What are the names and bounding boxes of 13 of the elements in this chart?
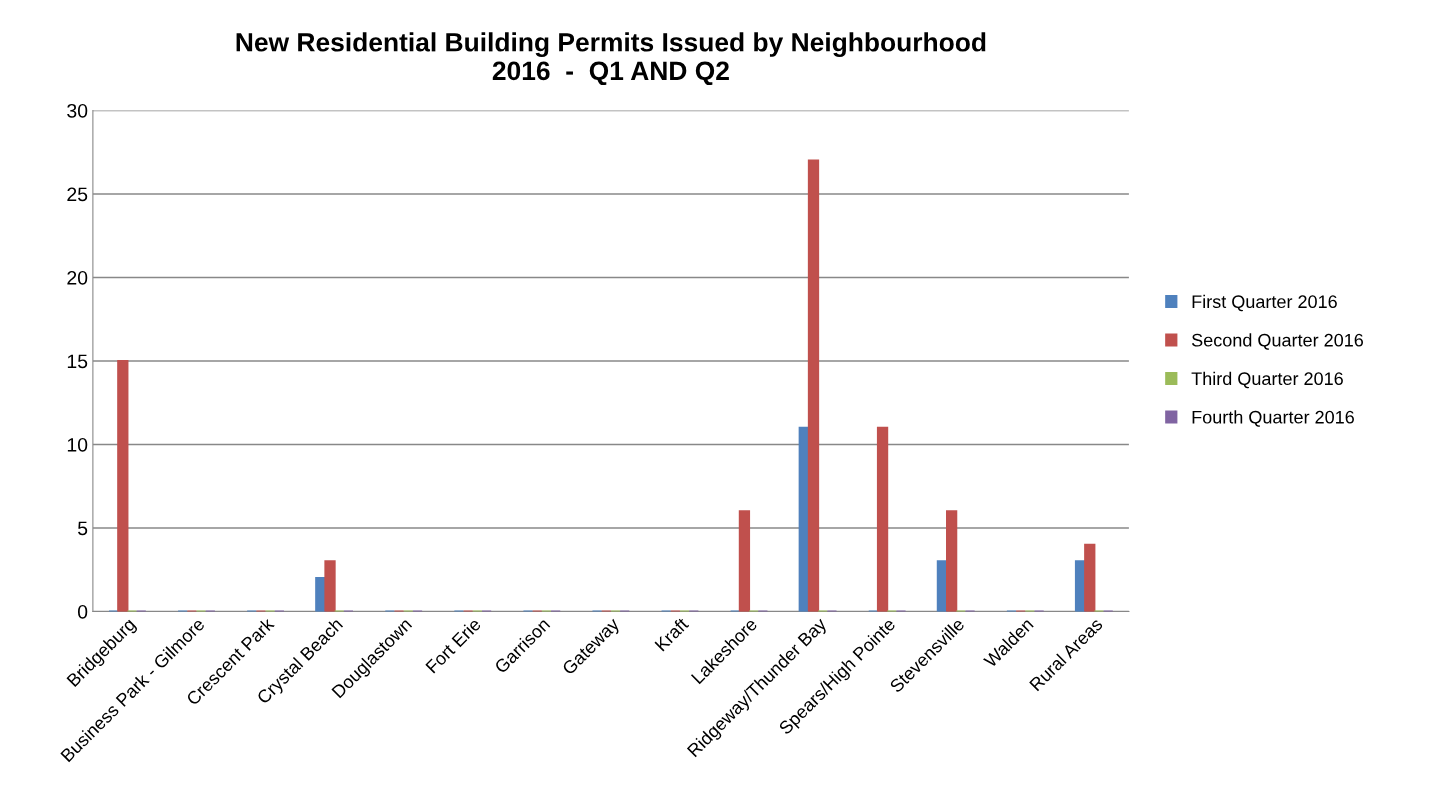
y-tick-label: 5 — [77, 521, 88, 536]
legend-label: Second Quarter 2016 — [1191, 333, 1364, 350]
y-tick-label: 20 — [67, 270, 88, 285]
chart-title: New Residential Building Permits Issued by Neighbourhood 2016 - Q1 AND Q2 — [236, 32, 986, 86]
x-tick-label: Fort Erie — [424, 616, 482, 674]
y-tick-label: 25 — [67, 187, 88, 202]
y-tick-label: 0 — [77, 604, 88, 619]
legend-label: Fourth Quarter 2016 — [1192, 410, 1354, 427]
y-tick-label: 15 — [67, 354, 88, 369]
y-tick-label: 30 — [67, 103, 88, 118]
legend-label: Third Quarter 2016 — [1191, 371, 1343, 389]
legend-label: First Quarter 2016 — [1192, 294, 1337, 312]
y-tick-label: 10 — [67, 437, 88, 452]
